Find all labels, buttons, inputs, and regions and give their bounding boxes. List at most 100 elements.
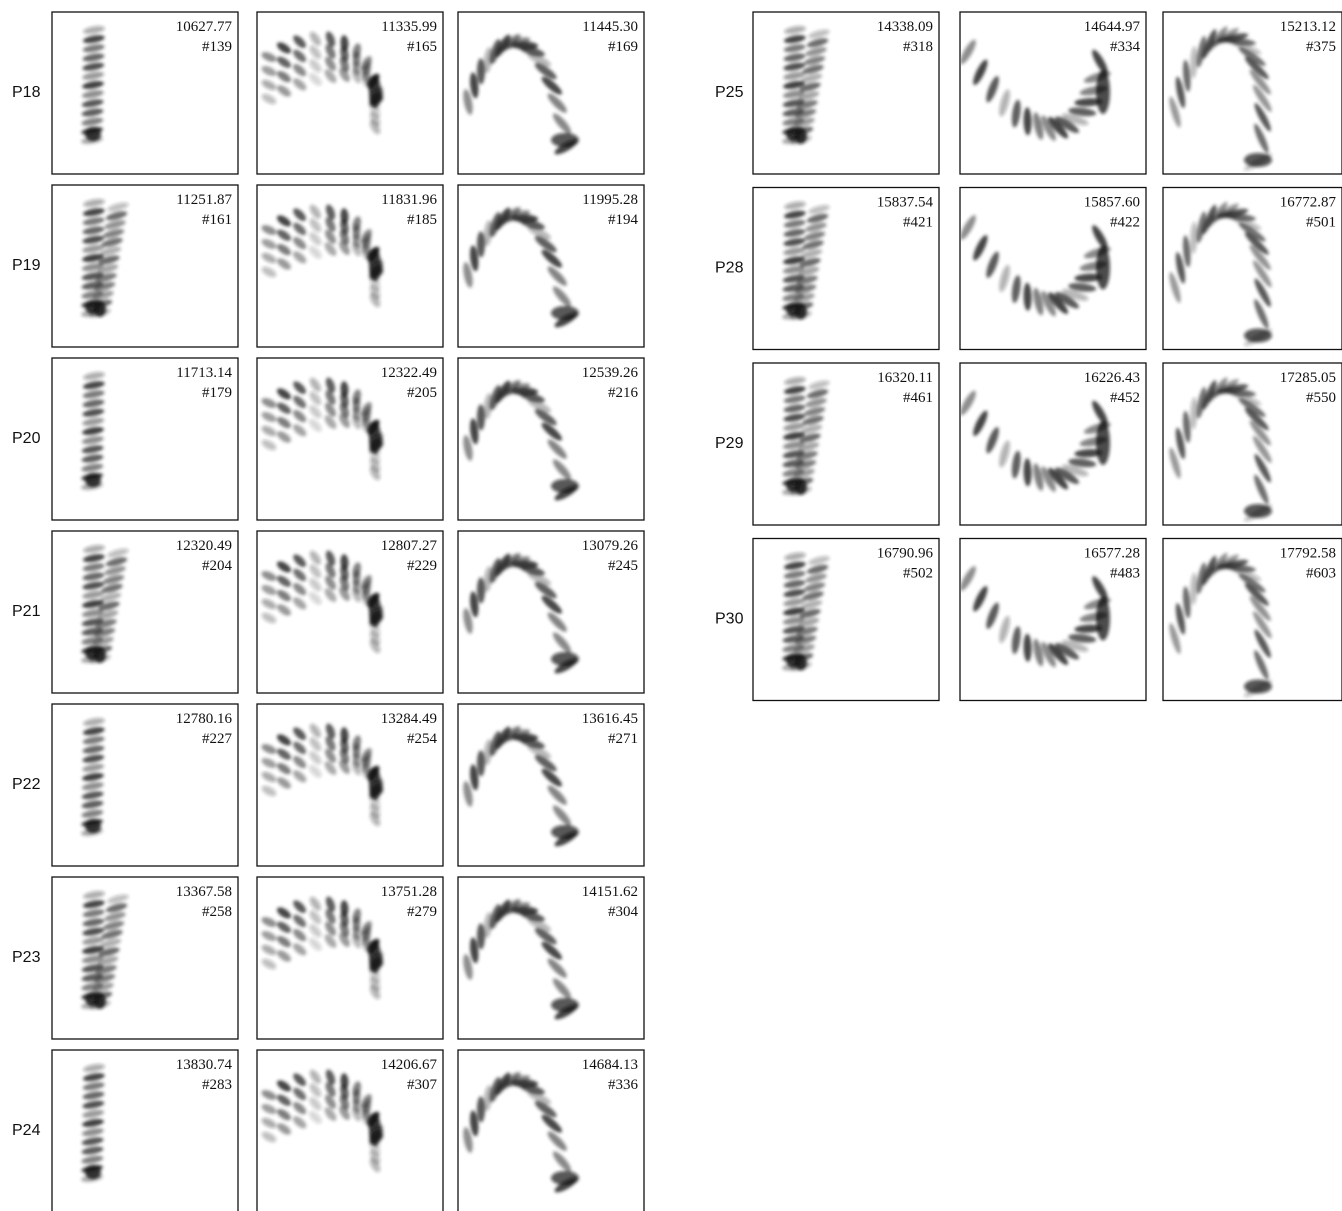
density-blob: [369, 111, 381, 127]
density-blob: [1074, 273, 1103, 282]
density-blob: [551, 306, 579, 320]
panel: 13830.74 #283: [51, 1049, 239, 1211]
density-blob: [82, 581, 105, 590]
density-blob: [324, 415, 337, 429]
density-blob: [292, 597, 307, 610]
density-blob: [1196, 562, 1206, 594]
density-blob: [541, 422, 562, 441]
energy-value: 11995.28: [582, 192, 638, 208]
energy-value: 15837.54: [877, 195, 934, 211]
density-blob: [527, 52, 551, 67]
density-blob: [324, 69, 337, 83]
density-blob: [339, 413, 350, 428]
density-blob: [1041, 115, 1056, 141]
panel: 14684.13 #336: [457, 1049, 645, 1211]
density-blob: [95, 273, 117, 283]
configuration-index: #550: [1306, 390, 1336, 406]
density-blob: [102, 229, 125, 238]
density-blob: [483, 47, 493, 74]
density-image: [261, 896, 384, 1000]
density-blob: [527, 225, 551, 240]
density-blob: [551, 133, 579, 147]
density-blob: [803, 56, 826, 65]
density-blob: [489, 904, 501, 930]
density-blob: [324, 588, 337, 602]
density-blob: [1182, 586, 1191, 619]
density-blob: [1011, 275, 1021, 303]
panel-frame: [752, 362, 940, 526]
configuration-index: #461: [903, 390, 933, 406]
density-blob: [369, 449, 381, 465]
density-blob: [309, 550, 321, 565]
density-blob: [805, 222, 827, 232]
density-blob: [82, 35, 105, 44]
density-blob: [309, 1097, 322, 1111]
density-blob: [325, 909, 336, 924]
density-blob: [534, 63, 557, 80]
energy-value: 11335.99: [381, 19, 437, 35]
density-blob: [83, 372, 105, 380]
density-blob: [1011, 626, 1021, 654]
energy-value: 12322.49: [381, 365, 437, 381]
density-blob: [83, 1064, 105, 1072]
density-blob: [783, 404, 806, 413]
panel-frame: [752, 186, 940, 351]
density-blob: [325, 736, 336, 751]
density-blob: [81, 99, 104, 108]
density-blob: [82, 727, 105, 736]
density-blob: [82, 918, 105, 927]
density-blob: [547, 958, 567, 978]
density-blob: [797, 617, 820, 627]
density-image: [961, 215, 1111, 317]
density-blob: [369, 811, 381, 827]
density-blob: [99, 938, 122, 948]
density-blob: [1055, 116, 1080, 133]
density-blob: [796, 100, 818, 110]
configuration-index: #422: [1110, 215, 1140, 231]
energy-value: 12807.27: [381, 538, 438, 554]
density-blob: [339, 240, 350, 255]
energy-value: 13079.26: [582, 538, 639, 554]
density-blob: [552, 286, 572, 307]
density-blob: [82, 71, 105, 80]
density-blob: [369, 103, 381, 119]
row-label: P29: [715, 435, 744, 452]
energy-value: 13616.45: [582, 711, 638, 727]
density-blob: [534, 928, 557, 945]
density-blob: [783, 35, 806, 44]
density-blob: [483, 739, 493, 766]
density-blob: [803, 231, 826, 241]
configuration-index: #334: [1110, 39, 1141, 55]
energy-value: 16226.43: [1084, 370, 1140, 386]
density-blob: [489, 731, 501, 757]
density-blob: [309, 896, 321, 911]
density-blob: [369, 622, 381, 638]
density-blob: [81, 791, 104, 800]
panel-frame: [457, 530, 645, 694]
panel: 13616.45 #271: [457, 703, 645, 867]
density-blob: [85, 1165, 101, 1179]
density-blob: [276, 1094, 291, 1106]
density-blob: [261, 425, 277, 437]
density-blob: [339, 932, 350, 947]
density-blob: [1254, 474, 1269, 505]
density-blob: [795, 479, 807, 495]
density-blob: [799, 82, 821, 92]
density-blob: [1202, 555, 1217, 586]
density-blob: [325, 563, 336, 578]
row-label: P28: [715, 260, 744, 277]
panel: 16790.96 #502: [752, 537, 940, 702]
density-blob: [782, 616, 805, 625]
energy-value: 14684.13: [582, 1057, 638, 1073]
density-blob: [800, 73, 823, 83]
density-blob: [1169, 96, 1181, 128]
configuration-index: #227: [202, 731, 233, 747]
density-blob: [82, 900, 105, 909]
density-blob: [783, 71, 806, 80]
density-blob: [324, 242, 337, 256]
density-blob: [276, 604, 291, 616]
density-blob: [105, 211, 128, 221]
density-blob: [325, 896, 336, 912]
density-blob: [463, 435, 473, 461]
density-blob: [470, 245, 479, 272]
